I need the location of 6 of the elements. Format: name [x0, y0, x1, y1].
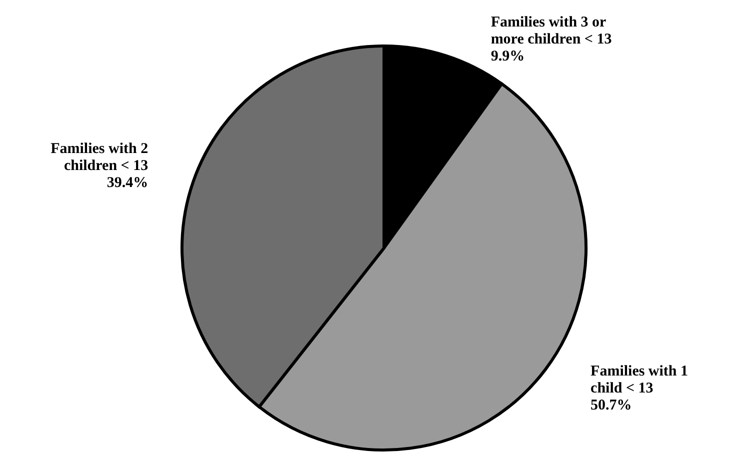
slice-label: Families with 1 child < 13: [590, 363, 688, 396]
slice-label: Families with 2 children < 13: [50, 140, 148, 174]
data-label: 9.9%: [490, 48, 525, 65]
data-label: 50.7%: [590, 397, 632, 414]
slice-label: Families with 3 or more children < 13: [490, 14, 612, 48]
data-label: 39.4%: [106, 174, 148, 191]
